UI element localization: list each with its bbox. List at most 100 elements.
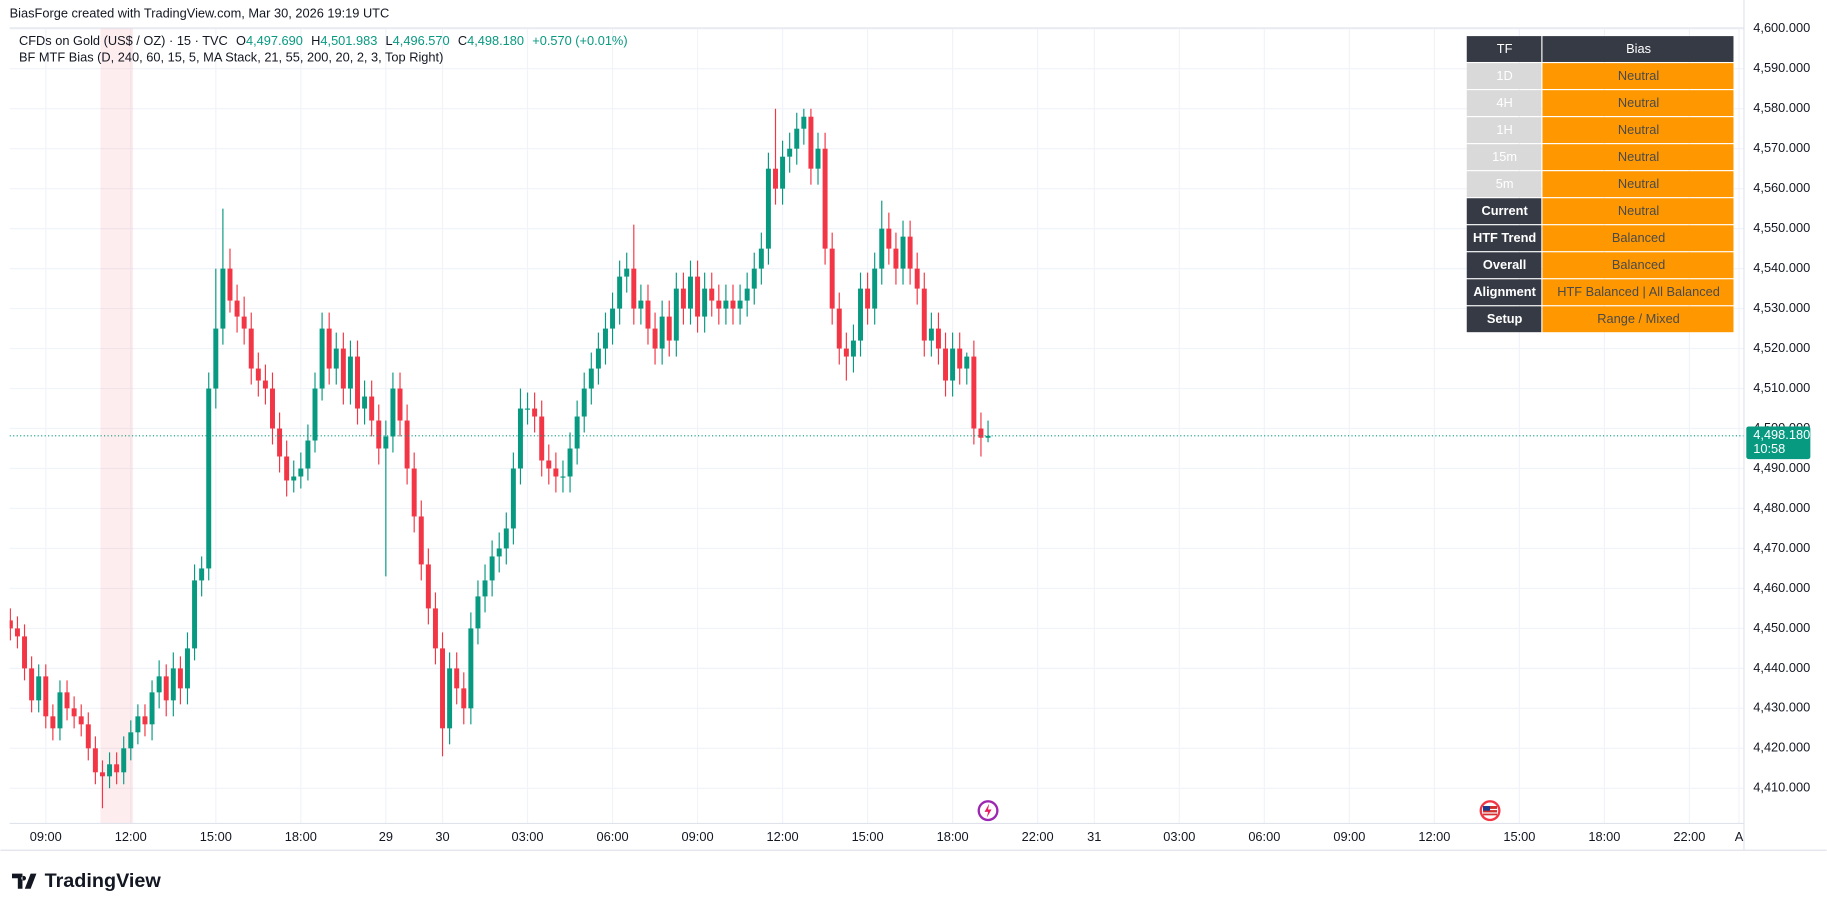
l-value: 4,496.570 — [393, 33, 450, 48]
c-label: C — [458, 33, 467, 48]
candle-body — [525, 408, 531, 410]
candle-body — [184, 648, 190, 689]
candle-body — [659, 316, 665, 349]
h-label: H — [311, 33, 320, 48]
candle-body — [645, 300, 651, 329]
candle-body — [496, 548, 502, 557]
tf-cell — [1466, 225, 1542, 252]
candle-body — [624, 268, 630, 277]
candle-body — [560, 476, 566, 478]
candle-body — [886, 228, 892, 249]
symbol-legend: CFDs on Gold (US$ / OZ) · 15 · TVC O4,49… — [19, 33, 628, 48]
x-tick-label: 06:00 — [1248, 829, 1280, 844]
x-tick-label: 09:00 — [30, 829, 62, 844]
candle-body — [9, 620, 13, 629]
bias-text: Neutral — [1618, 122, 1659, 137]
candle-body — [567, 448, 573, 477]
bias-text: Neutral — [1618, 95, 1659, 110]
candle-body — [213, 328, 219, 389]
candle-body — [794, 128, 800, 149]
x-tick-label: 09:00 — [682, 829, 714, 844]
candle-body — [815, 148, 821, 169]
candle-body — [737, 300, 743, 309]
candle-body — [503, 528, 509, 549]
candle-body — [425, 564, 431, 609]
bias-text: Neutral — [1618, 176, 1659, 191]
last-price-label: 4,498.180 — [1753, 427, 1810, 442]
candle-body — [177, 668, 183, 689]
candle-body — [489, 556, 495, 581]
candle-body — [595, 348, 601, 369]
candle-body — [78, 716, 84, 725]
candle-body — [43, 676, 49, 717]
candle-body — [220, 268, 226, 329]
o-label: O — [236, 33, 246, 48]
candle-body — [376, 420, 382, 449]
candle-body — [36, 676, 42, 701]
table-header-cell — [1542, 36, 1734, 62]
candle-body — [99, 772, 105, 777]
candle-body — [468, 628, 474, 709]
bias-text: Range / Mixed — [1597, 311, 1680, 326]
candle-body — [57, 692, 63, 729]
candle-body — [858, 288, 863, 341]
x-tick-label: 12:00 — [115, 829, 147, 844]
candle-body — [50, 716, 56, 729]
event-icon[interactable] — [977, 800, 999, 822]
h-value: 4,501.983 — [320, 33, 377, 48]
logo-text: TradingView — [45, 870, 162, 892]
tf-cell — [1466, 63, 1542, 89]
tf-cell — [1466, 252, 1542, 279]
bias-cell — [1542, 144, 1734, 171]
tf-text: Current — [1482, 203, 1529, 218]
x-tick-label: 18:00 — [285, 829, 317, 844]
tf-cell — [1466, 117, 1542, 144]
candle-body — [326, 328, 332, 369]
candle-body — [432, 608, 438, 649]
event-icon[interactable] — [1479, 800, 1501, 822]
x-tick-label: 18:00 — [1588, 829, 1620, 844]
session-highlight — [100, 27, 134, 824]
candle-body — [532, 408, 538, 417]
candle-body — [836, 308, 842, 349]
candle-body — [163, 676, 169, 701]
candle-body — [539, 416, 545, 461]
tf-text: Alignment — [1473, 284, 1536, 299]
candle-body — [801, 116, 807, 129]
candle-body — [22, 636, 28, 669]
bias-text: Neutral — [1618, 68, 1659, 83]
candle-body — [114, 764, 120, 773]
candle-body — [943, 348, 949, 381]
candle-body — [234, 300, 240, 317]
o-value: 4,497.690 — [246, 33, 303, 48]
x-tick-label: 29 — [379, 829, 393, 844]
candle-body — [362, 396, 368, 409]
candle-body — [29, 668, 35, 701]
x-tick-label: 03:00 — [1163, 829, 1195, 844]
x-tick-label: 15:00 — [1503, 829, 1535, 844]
candle-body — [971, 356, 977, 429]
candle-body — [390, 388, 396, 437]
candle-body — [978, 428, 984, 438]
candle-body — [262, 380, 268, 389]
candle-body — [447, 668, 453, 729]
y-tick-label: 4,510.000 — [1753, 380, 1810, 395]
tf-cell — [1466, 144, 1542, 171]
candle-body — [773, 168, 778, 189]
tf-text: HTF Trend — [1473, 230, 1536, 245]
bias-text: Neutral — [1618, 203, 1659, 218]
candle-body — [907, 236, 913, 269]
bias-cell — [1542, 171, 1734, 198]
candle-body — [900, 236, 906, 269]
x-tick-label: 03:00 — [512, 829, 544, 844]
y-tick-label: 4,580.000 — [1753, 100, 1810, 115]
candle-body — [730, 300, 736, 309]
c-value: 4,498.180 — [467, 33, 524, 48]
candle-body — [291, 476, 297, 481]
candle-body — [893, 248, 899, 269]
y-tick-label: 4,470.000 — [1753, 540, 1810, 555]
candle-body — [666, 316, 672, 341]
y-tick-label: 4,560.000 — [1753, 180, 1810, 195]
x-tick-label: 15:00 — [200, 829, 232, 844]
